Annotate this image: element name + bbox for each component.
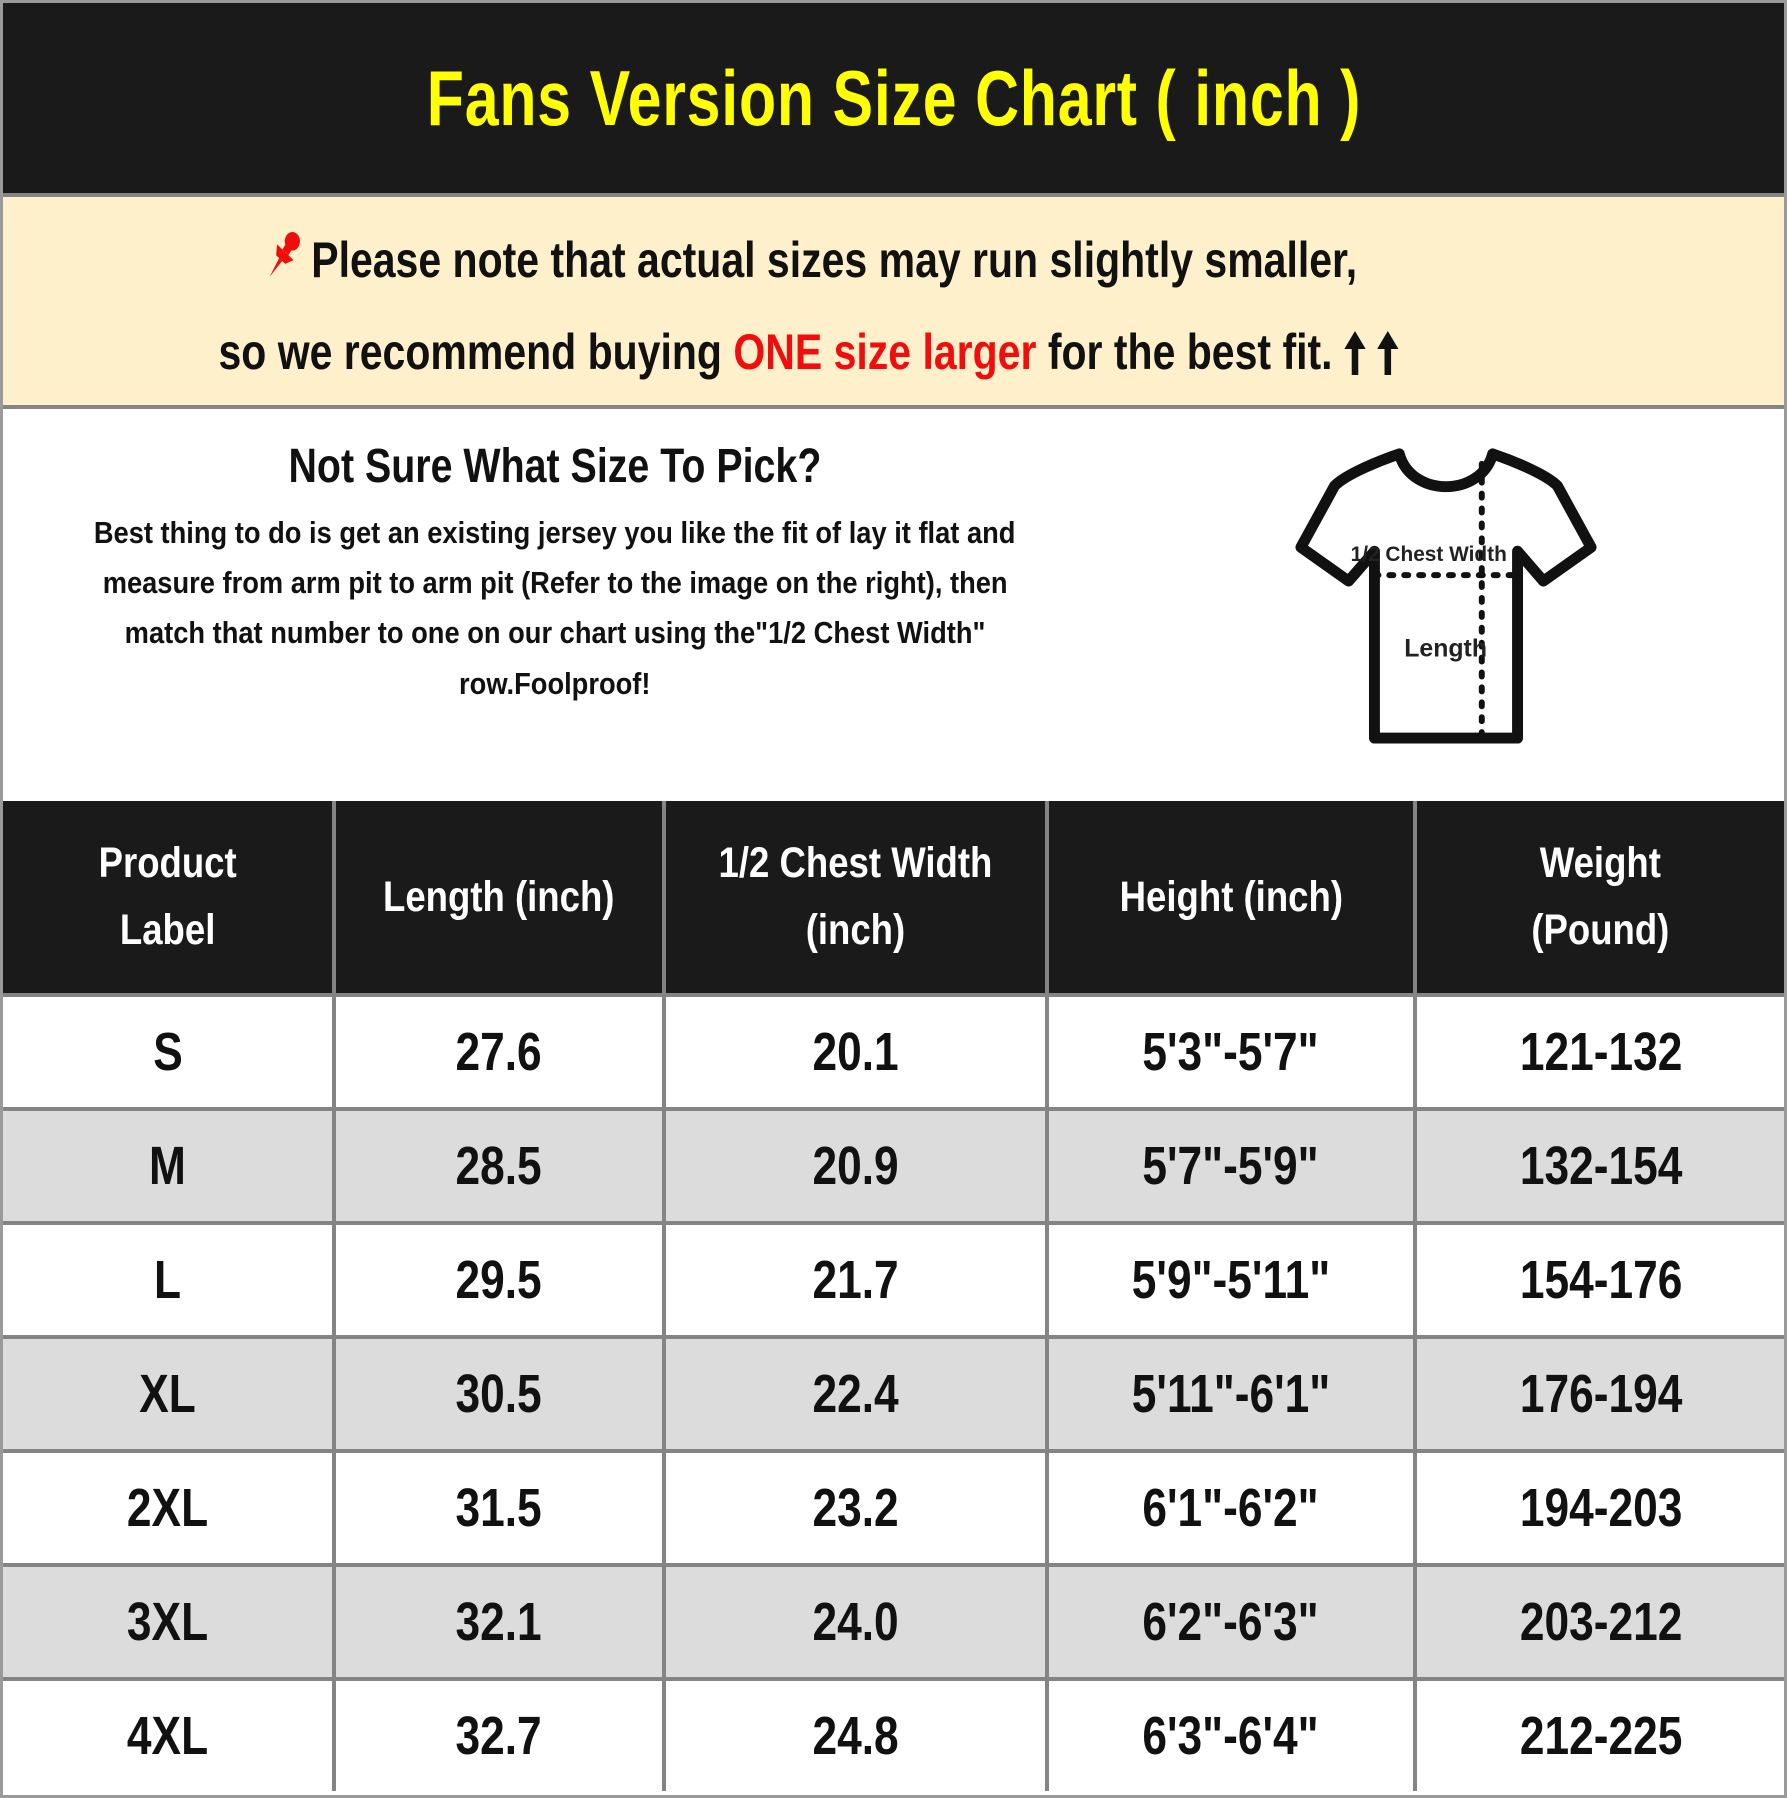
note-band: Please note that actual sizes may run sl…	[3, 193, 1784, 405]
table-row: M 28.5 20.9 5'7"-5'9" 132-154	[3, 1107, 1784, 1225]
table-row: S 27.6 20.1 5'3"-5'7" 121-132	[3, 993, 1784, 1111]
table-row: 4XL 32.7 24.8 6'3"-6'4" 212-225	[3, 1677, 1784, 1791]
sizing-help-section: Not Sure What Size To Pick? Best thing t…	[3, 405, 1784, 801]
sizing-help-heading: Not Sure What Size To Pick?	[288, 440, 822, 493]
size-label: M	[149, 1136, 187, 1196]
height-value: 5'3"-5'7"	[1142, 1022, 1320, 1082]
height-value: 6'1"-6'2"	[1142, 1478, 1320, 1538]
chest-value: 22.4	[812, 1364, 899, 1424]
up-arrow-icon	[1377, 331, 1399, 375]
note-line-2: so we recommend buying ONE size larger f…	[3, 327, 1614, 377]
tshirt-measure-icon: 1/2 Chest Width Length	[1295, 448, 1597, 744]
size-label: XL	[139, 1364, 196, 1424]
chest-value: 24.0	[812, 1592, 899, 1652]
length-value: 29.5	[455, 1250, 543, 1310]
length-value: 32.7	[455, 1706, 543, 1766]
size-label: S	[152, 1022, 183, 1082]
sizing-help-line: match that number to one on our chart us…	[124, 615, 986, 651]
weight-value: 194-203	[1519, 1478, 1682, 1538]
header-weight: Weight (Pound)	[1413, 801, 1784, 997]
height-value: 6'2"-6'3"	[1142, 1592, 1320, 1652]
length-value: 27.6	[455, 1022, 543, 1082]
note-line-1: Please note that actual sizes may run sl…	[3, 225, 1614, 289]
sizing-help-line: row.Foolproof!	[459, 665, 651, 701]
red-pushpin-icon	[269, 232, 300, 277]
chest-value: 21.7	[812, 1250, 899, 1310]
note-text-2-suffix: for the best fit.	[1036, 324, 1333, 380]
size-table: Product Label Length (inch) 1/2 Chest Wi…	[3, 801, 1784, 1791]
page-title: Fans Version Size Chart ( inch )	[426, 53, 1361, 142]
chest-value: 24.8	[812, 1706, 899, 1766]
header-height: Height (inch)	[1044, 801, 1418, 997]
height-value: 5'7"-5'9"	[1142, 1136, 1320, 1196]
note-text-2-prefix: so we recommend buying	[218, 324, 734, 380]
one-size-larger-highlight: ONE size larger	[733, 324, 1037, 380]
weight-value: 154-176	[1519, 1250, 1682, 1310]
length-label: Length	[1404, 636, 1487, 663]
weight-value: 203-212	[1519, 1592, 1682, 1652]
title-bar: Fans Version Size Chart ( inch )	[3, 3, 1784, 193]
size-label: 3XL	[127, 1592, 209, 1652]
header-length: Length (inch)	[332, 801, 666, 997]
header-chest-width: 1/2 Chest Width (inch)	[661, 801, 1049, 997]
size-label: L	[154, 1250, 182, 1310]
length-value: 32.1	[455, 1592, 543, 1652]
header-product-label: Product Label	[3, 801, 337, 997]
up-arrow-icon	[1344, 331, 1366, 375]
height-value: 5'9"-5'11"	[1131, 1250, 1331, 1310]
weight-value: 121-132	[1519, 1022, 1682, 1082]
length-value: 28.5	[455, 1136, 543, 1196]
height-value: 5'11"-6'1"	[1131, 1364, 1331, 1424]
height-value: 6'3"-6'4"	[1142, 1706, 1320, 1766]
table-header-row: Product Label Length (inch) 1/2 Chest Wi…	[3, 801, 1784, 997]
sizing-help-text: Not Sure What Size To Pick? Best thing t…	[3, 409, 1107, 801]
sizing-help-line: Best thing to do is get an existing jers…	[94, 515, 1016, 550]
table-row: 2XL 31.5 23.2 6'1"-6'2" 194-203	[3, 1449, 1784, 1567]
table-row: 3XL 32.1 24.0 6'2"-6'3" 203-212	[3, 1563, 1784, 1681]
table-row: XL 30.5 22.4 5'11"-6'1" 176-194	[3, 1335, 1784, 1453]
sizing-help-line: measure from arm pit to arm pit (Refer t…	[102, 565, 1008, 601]
tshirt-diagram: 1/2 Chest Width Length	[1107, 409, 1784, 801]
length-value: 30.5	[455, 1364, 543, 1424]
size-label: 4XL	[127, 1706, 209, 1766]
note-text-1: Please note that actual sizes may run sl…	[310, 232, 1357, 288]
weight-value: 176-194	[1519, 1364, 1682, 1424]
chest-value: 20.1	[812, 1022, 899, 1082]
chest-value: 20.9	[812, 1136, 899, 1196]
weight-value: 212-225	[1519, 1706, 1682, 1766]
length-value: 31.5	[455, 1478, 543, 1538]
table-row: L 29.5 21.7 5'9"-5'11" 154-176	[3, 1221, 1784, 1339]
size-label: 2XL	[127, 1478, 209, 1538]
chest-width-label: 1/2 Chest Width	[1350, 543, 1506, 566]
chest-value: 23.2	[812, 1478, 899, 1538]
weight-value: 132-154	[1519, 1136, 1682, 1196]
